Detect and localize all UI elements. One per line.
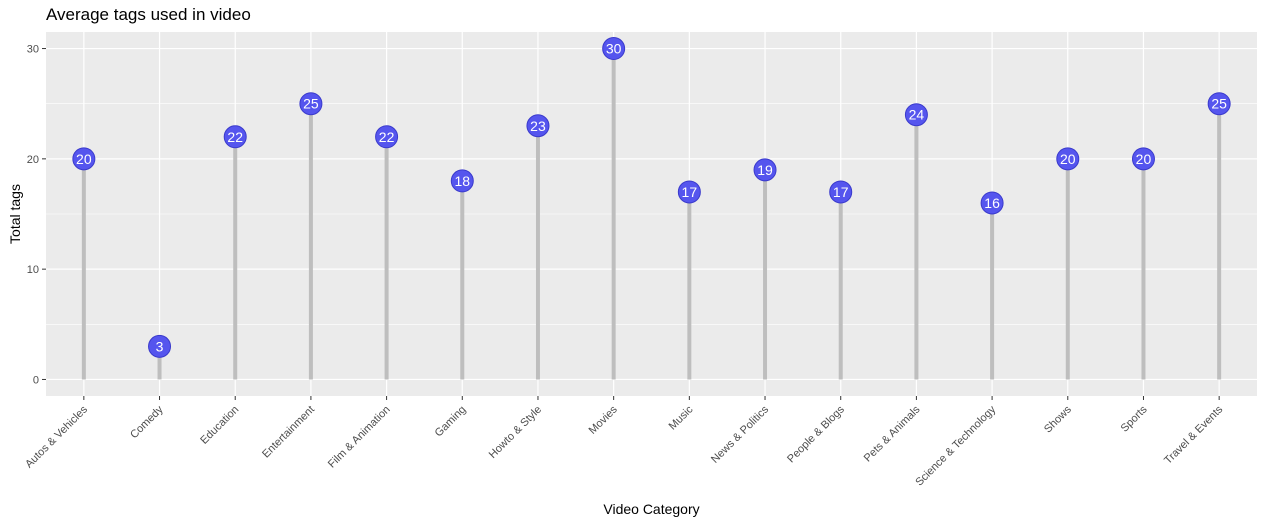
lollipop-point (526, 114, 550, 138)
x-tick-label: News & Politics (709, 403, 771, 465)
lollipop-point (1207, 92, 1231, 116)
x-tick-label: Howto & Style (487, 404, 544, 461)
x-tick-label: Pets & Animals (862, 403, 923, 464)
data-label: 18 (454, 173, 470, 189)
x-tick-label: Music (667, 403, 696, 432)
data-label: 16 (984, 195, 1000, 211)
x-tick-label: Shows (1042, 403, 1074, 435)
x-tick-label: Travel & Events (1162, 403, 1225, 466)
data-label: 22 (227, 129, 243, 145)
data-label: 30 (606, 41, 622, 57)
lollipop-point (829, 180, 853, 204)
x-tick-label: Science & Technology (913, 403, 998, 488)
data-label: 17 (682, 184, 698, 200)
lollipop-point (148, 334, 172, 358)
lollipop-point (223, 125, 247, 149)
x-tick-label: Gaming (433, 404, 469, 440)
lollipop-point (299, 92, 323, 116)
data-label: 25 (303, 96, 319, 112)
lollipop-point (602, 37, 626, 61)
data-label: 24 (909, 107, 925, 123)
x-tick-label: People & Blogs (785, 403, 847, 465)
y-tick-label: 20 (27, 154, 39, 166)
x-tick-label: Sports (1119, 403, 1150, 434)
data-label: 22 (379, 129, 395, 145)
y-axis-title: Total tags (7, 184, 23, 244)
data-label: 23 (530, 118, 546, 134)
data-label: 20 (1060, 151, 1076, 167)
x-tick-label: Movies (587, 403, 620, 436)
lollipop-point (72, 147, 96, 171)
x-tick-label: Education (198, 404, 241, 447)
data-label: 20 (1136, 151, 1152, 167)
data-label: 17 (833, 184, 849, 200)
y-tick-label: 30 (27, 44, 39, 56)
lollipop-point (980, 191, 1004, 215)
chart-title: Average tags used in video (46, 5, 251, 24)
x-axis-title: Video Category (603, 501, 699, 517)
x-tick-label: Film & Animation (326, 404, 393, 471)
data-label: 20 (76, 151, 92, 167)
data-label: 3 (156, 338, 164, 354)
lollipop-point (904, 103, 928, 127)
lollipop-point (1056, 147, 1080, 171)
data-label: 19 (757, 162, 773, 178)
lollipop-point (375, 125, 399, 149)
x-tick-label: Entertainment (260, 404, 317, 461)
x-tick-label: Comedy (128, 403, 166, 441)
lollipop-point (450, 169, 474, 193)
lollipop-point (753, 158, 777, 182)
x-tick-label: Autos & Vehicles (23, 403, 90, 470)
lollipop-point (1131, 147, 1155, 171)
y-tick-label: 0 (33, 374, 39, 386)
lollipop-point (677, 180, 701, 204)
y-tick-label: 10 (27, 264, 39, 276)
data-label: 25 (1211, 96, 1227, 112)
